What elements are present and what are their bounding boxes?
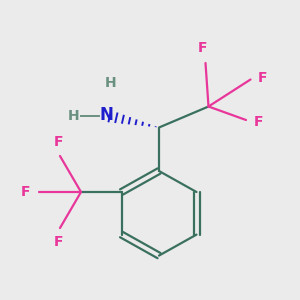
Text: F: F	[198, 41, 207, 56]
Text: H: H	[68, 109, 80, 122]
Text: F: F	[258, 71, 268, 85]
Text: F: F	[54, 236, 63, 250]
Text: N: N	[100, 106, 113, 124]
Text: H: H	[105, 76, 117, 90]
Text: F: F	[254, 115, 263, 128]
Text: F: F	[54, 134, 63, 148]
Text: F: F	[20, 185, 30, 199]
